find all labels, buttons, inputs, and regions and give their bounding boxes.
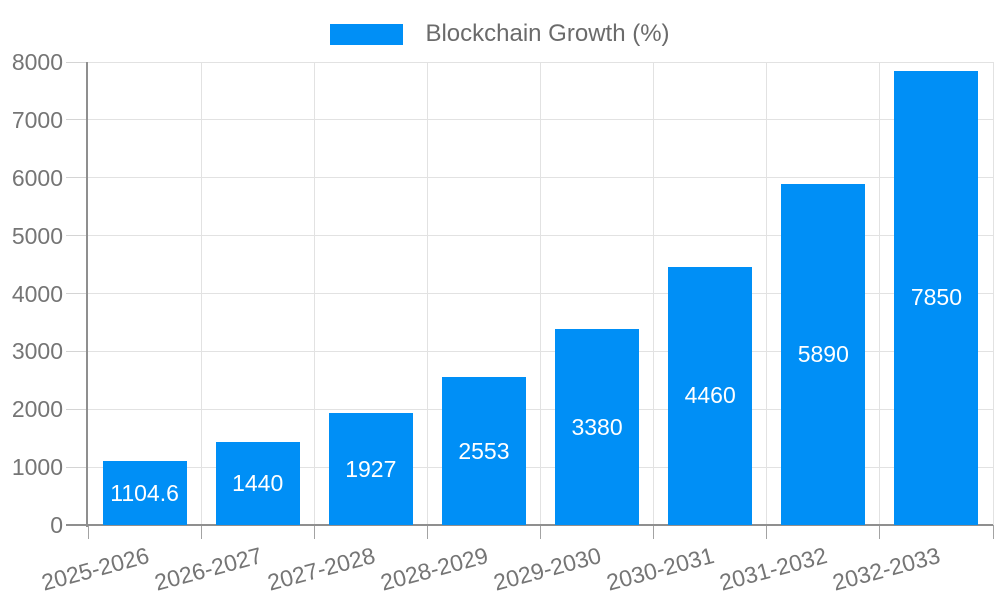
bar[interactable]: 1440 bbox=[215, 441, 300, 525]
bar[interactable]: 1927 bbox=[328, 413, 413, 525]
bar-value-label: 1440 bbox=[232, 469, 284, 496]
bar-value-label: 3380 bbox=[571, 413, 623, 440]
bar-value-label: 2553 bbox=[458, 437, 510, 464]
x-axis-tick-label: 2029-2030 bbox=[490, 542, 604, 596]
bar[interactable]: 1104.6 bbox=[102, 461, 187, 525]
y-axis-tick-label: 0 bbox=[50, 512, 63, 538]
bar-value-label: 1104.6 bbox=[110, 479, 179, 506]
y-axis-tick-label: 6000 bbox=[11, 164, 63, 191]
gridline-vertical bbox=[200, 62, 202, 525]
x-axis-tick bbox=[313, 525, 315, 539]
gridline-vertical bbox=[426, 62, 428, 525]
legend-swatch[interactable] bbox=[330, 23, 404, 45]
y-axis-tick-label: 5000 bbox=[11, 222, 63, 249]
bar-value-label: 1927 bbox=[345, 455, 397, 482]
y-axis-tick-label: 7000 bbox=[11, 106, 63, 133]
gridline-vertical bbox=[653, 62, 655, 525]
y-axis-tick-label: 8000 bbox=[11, 49, 63, 75]
x-axis-tick-label: 2026-2027 bbox=[151, 542, 265, 596]
x-axis-tick-label: 2032-2033 bbox=[830, 542, 944, 596]
bar-value-label: 4460 bbox=[684, 382, 736, 409]
gridline-vertical bbox=[540, 62, 541, 525]
gridline-vertical bbox=[766, 62, 768, 525]
x-axis-tick-label: 2030-2031 bbox=[603, 542, 717, 596]
x-axis-tick bbox=[200, 525, 202, 539]
x-axis-tick bbox=[87, 525, 89, 539]
bar-value-label: 5890 bbox=[797, 341, 849, 368]
y-axis-tick bbox=[66, 61, 88, 63]
y-axis-tick bbox=[66, 408, 88, 410]
bar[interactable]: 5890 bbox=[781, 184, 866, 525]
x-axis-tick bbox=[992, 525, 994, 539]
y-axis-tick-label: 3000 bbox=[11, 338, 63, 365]
x-axis-tick bbox=[766, 525, 768, 539]
bar[interactable]: 3380 bbox=[555, 329, 640, 525]
x-axis-tick-label: 2025-2026 bbox=[38, 542, 152, 596]
y-axis-tick-label: 2000 bbox=[11, 396, 63, 423]
y-axis-tick bbox=[66, 350, 88, 352]
x-axis-tick bbox=[540, 525, 541, 539]
x-axis-tick bbox=[426, 525, 428, 539]
x-axis-line bbox=[66, 524, 993, 526]
legend-label: Blockchain Growth (%) bbox=[425, 20, 670, 47]
y-axis-tick-label: 1000 bbox=[11, 454, 63, 481]
bar[interactable]: 2553 bbox=[441, 377, 526, 525]
x-axis-tick bbox=[653, 525, 655, 539]
y-axis-tick bbox=[66, 177, 88, 179]
gridline-vertical bbox=[879, 62, 881, 525]
bar[interactable]: 4460 bbox=[668, 266, 753, 525]
legend[interactable]: Blockchain Growth (%) bbox=[0, 21, 1000, 47]
x-axis-tick bbox=[879, 525, 881, 539]
y-axis-tick bbox=[66, 466, 88, 468]
gridline-vertical bbox=[313, 62, 315, 525]
y-axis-tick bbox=[66, 293, 88, 294]
x-axis-tick-label: 2028-2029 bbox=[377, 542, 491, 596]
y-axis-tick-label: 4000 bbox=[11, 280, 63, 307]
y-axis-line bbox=[86, 62, 88, 527]
y-axis-tick bbox=[66, 235, 88, 237]
bar-value-label: 7850 bbox=[910, 284, 963, 311]
gridline-vertical bbox=[992, 62, 994, 525]
bar[interactable]: 7850 bbox=[894, 70, 979, 525]
x-axis-tick-label: 2027-2028 bbox=[264, 542, 378, 596]
x-axis-tick-label: 2031-2032 bbox=[717, 542, 831, 596]
y-axis-tick bbox=[66, 119, 88, 121]
